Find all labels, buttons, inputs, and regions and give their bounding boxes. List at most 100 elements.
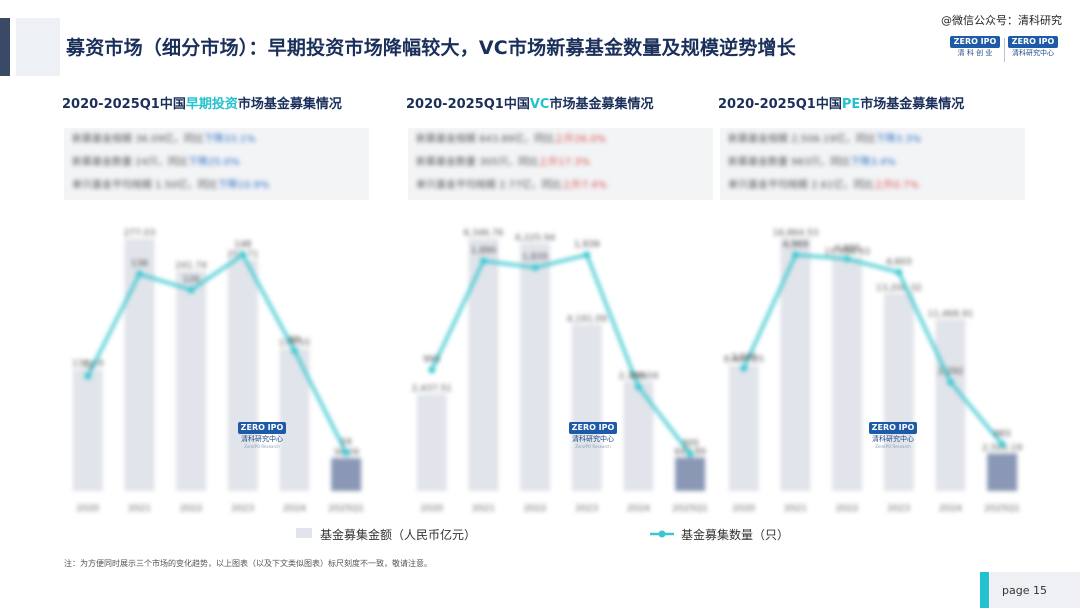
chart-bar [832, 257, 863, 491]
count-point [686, 450, 694, 458]
logo-right-tag: ZERO IPO [1008, 36, 1058, 48]
x-tick-label: 2025Q1 [984, 504, 1020, 514]
x-tick-label: 2023 [231, 504, 254, 514]
header-accent-bar [0, 18, 10, 76]
count-point [998, 440, 1006, 448]
panel-logo-en: ZeroIPO Research [875, 444, 911, 449]
stat-change: 下降25.0% [187, 157, 240, 168]
stats-box: 新募基金规模 843.89亿，同比上升26.0% 新募基金数量 305只，同比上… [408, 128, 713, 200]
panel-early-stage: 2020-2025Q1中国早期投资市场基金募集情况 新募基金规模 36.09亿，… [62, 88, 392, 528]
stat-change: 下降3.3% [875, 134, 922, 145]
count-series-line [86, 253, 348, 454]
page-number: page 15 [1002, 584, 1047, 597]
legend-bar-swatch [296, 528, 312, 538]
x-tick-label: 2024 [939, 504, 962, 514]
count-point [428, 366, 436, 374]
x-tick-label: 2024 [283, 504, 306, 514]
bar-value-label: 16,864.53 [773, 229, 819, 239]
chart-vc: 2,437.51 2020 6,346.76 2021 6,225.94 2022 4,19… [412, 229, 708, 514]
chart-bar [728, 365, 759, 491]
panel-title-suffix: 市场基金募集情况 [549, 97, 654, 112]
logo-right-cn: 清科研究中心 [1012, 49, 1054, 57]
stat-line: 新募基金数量 305只，同比上升17.3% [416, 155, 696, 171]
x-tick-label: 2022 [836, 504, 859, 514]
panel-title-suffix: 市场基金募集情况 [237, 97, 342, 112]
stat-text: 新募基金数量 305只，同比 [416, 157, 539, 168]
stat-change: 下降33.1% [203, 134, 256, 145]
chart-bar [675, 457, 706, 491]
logo-left-cn: 清 科 创 业 [957, 49, 993, 57]
x-tick-label: 2021 [472, 504, 495, 514]
header-band [16, 18, 60, 76]
panel-title-prefix: 2020-2025Q1中国 [406, 97, 530, 112]
panel-logo-cn: 清科研究中心 [241, 435, 283, 443]
panel-title: 2020-2025Q1中国PE市场基金募集情况 [718, 93, 964, 112]
page-accent-bar [980, 572, 989, 608]
bar-value-label: 277.03 [124, 229, 156, 239]
count-value-label: 4,603 [886, 257, 912, 267]
page-number-box [990, 572, 1080, 608]
chart-bar [72, 369, 103, 491]
count-value-label: 1,835 [522, 253, 548, 263]
count-point [84, 372, 92, 380]
count-value-label: 4,886 [834, 244, 860, 254]
legend-bar-label: 基金募集金额（人民币亿元） [320, 528, 477, 542]
count-value-label: 2,292 [938, 367, 964, 377]
count-series-line [742, 253, 1004, 446]
stat-change: 下降3.4% [850, 157, 896, 168]
x-tick-label: 2020 [76, 504, 99, 514]
chart-bar [176, 270, 207, 491]
stat-change: 上升17.3% [538, 157, 591, 168]
chart-bar [520, 243, 551, 491]
stat-text: 新募基金规模 36.09亿，同比 [72, 134, 204, 145]
panel-vc: 2020-2025Q1中国VC市场基金募集情况 新募基金规模 843.89亿，同… [406, 88, 736, 528]
count-point [480, 257, 487, 265]
x-tick-label: 2025Q1 [672, 504, 708, 514]
x-tick-label: 2021 [128, 504, 151, 514]
x-tick-label: 2024 [627, 504, 650, 514]
bar-value-label: 2,437.51 [412, 384, 452, 394]
bar-value-label: 2,758.04 [618, 371, 658, 381]
chart-bar [571, 324, 602, 491]
chart-bar [883, 293, 914, 491]
bar-value-label: 133.89 [72, 359, 104, 369]
count-point [342, 449, 350, 457]
bar-value-label: 6,225.94 [515, 233, 555, 243]
zeroipo-logo-right: ZERO IPO 清科研究中心 [1008, 36, 1058, 64]
panel-logo: ZERO IPO 清科研究中心 ZeroIPO Research [232, 422, 292, 452]
panel-logo-en: ZeroIPO Research [244, 444, 280, 449]
panel-logo-tag: ZERO IPO [869, 422, 917, 434]
count-point [635, 383, 642, 391]
count-point [740, 364, 748, 372]
stat-change: 下降10.9% [217, 180, 270, 191]
count-value-label: 995 [423, 355, 440, 365]
count-point [531, 264, 539, 272]
stat-line: 单只基金平均规模 2.61亿，同比上升0.7% [728, 178, 1008, 194]
x-tick-label: 2023 [887, 504, 910, 514]
panel-pe: 2020-2025Q1中国PE市场基金募集情况 新募基金规模 2,506.19亿… [718, 88, 1048, 528]
count-value-label: 983 [994, 429, 1011, 439]
panel-logo: ZERO IPO 清科研究中心 ZeroIPO Research [563, 422, 623, 452]
x-tick-label: 2022 [180, 504, 203, 514]
slide-title: 募资市场（细分市场）：早期投资市场降幅较大，VC市场新募基金数量及规模逆势增长 [66, 37, 796, 59]
stat-line: 新募基金数量 983只，同比下降3.4% [728, 155, 1008, 171]
panel-title-prefix: 2020-2025Q1中国 [62, 97, 186, 112]
count-point [136, 270, 143, 278]
count-value-label: 88 [289, 336, 301, 346]
chart-bar [780, 238, 811, 491]
bar-value-label: 2,506.19 [982, 443, 1022, 453]
count-point [947, 378, 954, 386]
bar-value-label: 13,208.32 [876, 283, 922, 293]
stat-change: 上升26.0% [554, 134, 606, 145]
count-point [792, 251, 799, 259]
panel-logo-en: ZeroIPO Research [575, 444, 611, 449]
count-value-label: 855 [630, 372, 647, 382]
chart-bar [124, 238, 155, 491]
stats-box: 新募基金规模 36.09亿，同比下降33.1% 新募基金数量 24只，同比下降2… [64, 128, 369, 200]
stat-text: 单只基金平均规模 2.61亿，同比 [728, 180, 874, 191]
count-point [895, 268, 903, 276]
stat-text: 单只基金平均规模 1.50亿，同比 [72, 180, 218, 191]
bar-value-label: 6,346.76 [463, 229, 503, 239]
panel-title-prefix: 2020-2025Q1中国 [718, 97, 842, 112]
panel-logo-tag: ZERO IPO [569, 422, 617, 434]
